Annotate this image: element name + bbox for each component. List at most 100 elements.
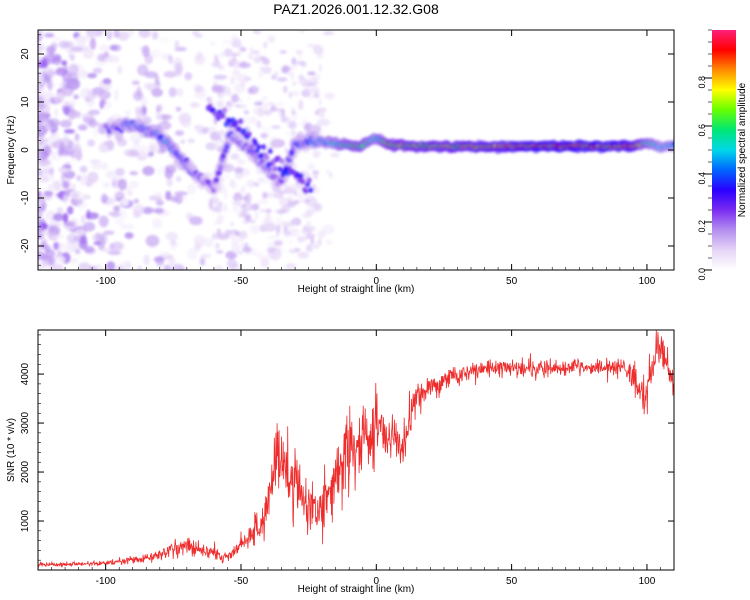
spectrogram-cell <box>69 152 83 162</box>
spectrogram-cell <box>214 220 223 225</box>
spectrogram-cell <box>312 150 321 158</box>
spectrogram-cell <box>187 183 197 195</box>
spectrogram-cell <box>38 159 52 167</box>
spectrogram-cell <box>312 185 320 195</box>
spectrogram-cell <box>285 263 297 270</box>
spectrogram-cell <box>43 38 48 44</box>
spectrogram-cell <box>174 62 184 74</box>
spectrogram-cell <box>124 110 131 116</box>
spectrogram-cell <box>223 203 228 212</box>
spectrogram-cell <box>242 204 247 209</box>
spectrogram-cell <box>324 92 336 100</box>
spectrogram-cell <box>82 49 94 60</box>
spectrogram-cell <box>263 41 268 49</box>
spectrogram-cell <box>53 36 62 41</box>
spectrogram-cell <box>215 204 223 213</box>
spectrogram-cell <box>38 43 46 51</box>
spectrogram-cell <box>81 214 86 225</box>
spectrogram-y-tick-label: 0 <box>20 147 31 153</box>
spectrogram-cell <box>106 261 116 270</box>
spectrogram-cell <box>247 96 251 101</box>
spectrogram-cell <box>47 183 55 191</box>
spectrogram-cell <box>262 191 268 200</box>
spectrogram-cell <box>58 166 70 173</box>
spectrogram-cell <box>111 44 122 52</box>
spectrogram-cell <box>199 253 212 259</box>
spectrogram-cell <box>288 120 297 129</box>
spectrogram-cell <box>82 194 91 200</box>
spectrogram-cell <box>156 166 166 174</box>
spectrogram-cell <box>308 93 315 100</box>
spectrogram-cell <box>239 61 247 67</box>
spectrogram-cell <box>290 91 300 97</box>
spectrogram-cell <box>298 198 305 203</box>
spectrogram-cell <box>166 178 173 187</box>
snr-y-tick-label: 1000 <box>20 509 31 532</box>
spectrogram-cell <box>256 212 262 216</box>
spectrogram-cell <box>150 49 161 59</box>
spectrogram-cell <box>90 39 95 50</box>
snr-x-tick-label: 50 <box>506 576 518 587</box>
spectrogram-cell <box>240 202 253 212</box>
spectrogram-cell <box>284 130 299 136</box>
spectrogram-cell <box>110 211 122 218</box>
snr-x-tick-label: 100 <box>639 576 656 587</box>
snr-frame <box>37 329 675 571</box>
spectrogram-cell <box>100 248 112 253</box>
spectrogram-cell <box>295 60 306 65</box>
spectrogram-cell <box>168 87 177 98</box>
spectrogram-cell <box>187 247 198 260</box>
spectrogram-cell <box>218 52 227 58</box>
spectrogram-cell <box>159 36 171 45</box>
spectrogram-cell <box>231 93 239 103</box>
spectrogram-cell <box>102 181 110 189</box>
spectrogram-cell <box>289 228 300 237</box>
spectrogram-cell <box>223 188 228 200</box>
spectrogram-cell <box>230 221 234 227</box>
spectrogram-cell <box>217 131 227 136</box>
spectrogram-cell <box>77 200 87 210</box>
spectrogram-cell <box>49 66 56 71</box>
spectrogram-cell <box>244 242 249 251</box>
spectrogram-cell <box>284 222 290 231</box>
spectrogram-cell <box>245 250 250 255</box>
spectrogram-cell <box>249 224 261 234</box>
spectrogram-cell <box>312 170 320 174</box>
spectrogram-cell <box>214 140 220 150</box>
spectrogram-cell <box>152 218 163 229</box>
spectrogram-cell <box>190 102 200 108</box>
spectrogram-cell <box>83 46 90 51</box>
spectrogram-cell <box>260 257 270 268</box>
spectrogram-cell <box>250 116 257 125</box>
spectrogram-cell <box>240 184 250 188</box>
snr-x-tick-label: 0 <box>374 576 380 587</box>
spectrogram-cell <box>144 71 158 79</box>
spectrogram-cell <box>211 233 217 241</box>
spectrogram-cell <box>83 245 95 253</box>
spectrogram-cell <box>78 262 91 270</box>
spectrogram-cell <box>87 171 99 184</box>
spectrogram-cell <box>165 190 172 201</box>
spectrogram-cell <box>279 157 285 164</box>
spectrogram-cell <box>62 104 71 116</box>
spectrogram-cell <box>131 141 140 150</box>
spectrogram-cell <box>215 250 224 254</box>
spectrogram-cell <box>71 46 83 53</box>
spectrogram-cell <box>57 138 65 143</box>
spectrogram-cell <box>70 129 76 134</box>
spectrogram-cell <box>231 243 241 255</box>
spectrogram-cell <box>276 77 288 82</box>
spectrogram-cell <box>52 213 64 222</box>
spectrogram-cell <box>110 241 124 251</box>
spectrogram-cell <box>87 73 97 79</box>
spectrogram-cell <box>184 72 193 81</box>
spectrogram-cell <box>287 72 295 76</box>
spectrogram-cell <box>135 110 148 120</box>
spectrogram-cell <box>253 139 259 146</box>
spectrogram-cell <box>271 74 277 81</box>
spectrogram-cell <box>132 90 144 101</box>
spectrogram-cell <box>213 74 228 80</box>
spectrogram-cell <box>322 30 335 36</box>
spectrogram-cell <box>180 139 185 144</box>
